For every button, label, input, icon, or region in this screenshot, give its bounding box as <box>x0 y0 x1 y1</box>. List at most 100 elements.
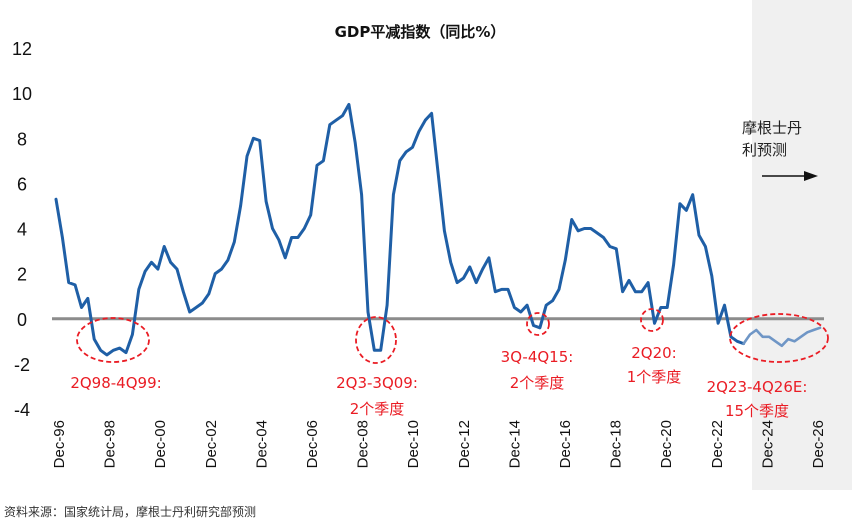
data-point <box>163 245 166 248</box>
data-point <box>698 234 700 237</box>
y-tick-label: -4 <box>14 400 30 420</box>
data-point <box>564 259 567 261</box>
data-point <box>812 329 815 331</box>
data-point <box>424 119 427 121</box>
data-point <box>87 297 89 300</box>
data-point <box>742 342 745 345</box>
data-point <box>710 275 713 277</box>
data-point <box>819 326 821 329</box>
data-point <box>297 236 299 239</box>
data-point <box>793 340 796 343</box>
x-tick-label: Dec-96 <box>51 420 68 468</box>
data-point <box>157 268 159 270</box>
annotation-circle <box>355 316 397 364</box>
data-point <box>640 290 643 293</box>
data-point <box>201 302 204 304</box>
annotation-label: 2Q20: <box>631 344 677 362</box>
data-point <box>399 160 401 162</box>
data-point <box>526 304 528 307</box>
data-point <box>449 261 452 264</box>
annotation-sublabel: 2个季度 <box>510 374 565 392</box>
data-point <box>386 304 388 307</box>
data-point <box>214 272 216 275</box>
data-point <box>437 171 439 173</box>
x-tick-label: Dec-98 <box>102 420 119 468</box>
data-point <box>679 202 681 205</box>
data-point <box>781 345 783 347</box>
data-point <box>494 290 497 293</box>
annotation-circle <box>729 313 829 363</box>
data-point <box>188 311 191 313</box>
data-point <box>519 311 522 313</box>
data-point <box>443 229 446 232</box>
data-point <box>405 150 407 153</box>
data-point <box>755 329 758 331</box>
data-point <box>723 304 726 307</box>
data-point <box>558 288 560 291</box>
data-point <box>239 205 242 207</box>
x-tick-label: Dec-06 <box>304 420 321 468</box>
data-point <box>551 299 554 302</box>
data-point <box>335 119 337 121</box>
annotations-group: 2Q98-4Q99: 2Q3-3Q09: 2个季度 3Q-4Q15: 2个季度 2Q20:… <box>70 308 829 420</box>
y-tick-label: 8 <box>17 129 27 149</box>
forecast-label: 利预测 <box>742 141 787 159</box>
data-point <box>328 123 331 126</box>
annotation-label: 2Q3-3Q09: <box>336 374 418 392</box>
data-point <box>602 236 605 239</box>
data-point <box>182 290 185 293</box>
data-point <box>475 281 478 284</box>
data-point <box>379 349 382 352</box>
data-point <box>500 288 503 291</box>
data-point <box>227 259 229 261</box>
data-point <box>106 354 108 356</box>
data-point <box>233 241 236 243</box>
data-point <box>195 306 197 309</box>
data-point <box>749 333 751 336</box>
data-point <box>462 277 465 279</box>
data-point <box>74 284 76 286</box>
data-point <box>360 193 363 196</box>
data-point <box>787 338 789 340</box>
data-point <box>220 268 223 270</box>
forecast-label: 摩根士丹 <box>742 119 802 137</box>
annotation-label: 3Q-4Q15: <box>501 348 574 366</box>
data-point <box>99 349 102 352</box>
data-point <box>118 347 121 349</box>
forecast-shading <box>752 0 852 490</box>
x-tick-label: Dec-22 <box>709 420 726 468</box>
data-point <box>144 270 146 273</box>
y-tick-label: 12 <box>12 39 32 59</box>
data-point <box>316 164 318 167</box>
x-tick-label: Dec-04 <box>253 420 270 468</box>
data-point <box>284 257 287 259</box>
data-point <box>341 114 344 117</box>
data-point <box>169 261 172 264</box>
data-point <box>348 103 350 106</box>
y-axis-ticks: 12 10 8 6 4 2 0 -2 -4 <box>12 39 32 420</box>
data-point <box>481 268 484 270</box>
data-point <box>704 245 707 248</box>
data-point <box>488 257 490 259</box>
data-point <box>67 281 70 284</box>
data-point <box>653 322 656 325</box>
x-tick-label: Dec-14 <box>506 420 523 468</box>
data-point <box>93 338 95 340</box>
data-point <box>373 349 376 352</box>
data-point <box>570 218 573 221</box>
x-tick-label: Dec-10 <box>405 420 422 468</box>
forecast-arrow-icon <box>804 171 818 181</box>
data-point <box>430 112 433 115</box>
annotation-sublabel: 1个季度 <box>627 368 682 386</box>
x-tick-label: Dec-02 <box>203 420 220 468</box>
data-point <box>513 306 516 309</box>
annotation-label: 2Q23-4Q26E: <box>707 378 808 396</box>
data-point <box>271 227 274 230</box>
data-point <box>150 261 153 264</box>
data-point <box>392 193 395 196</box>
annotation-circle <box>76 317 150 363</box>
data-point <box>577 229 579 232</box>
data-point <box>137 288 140 291</box>
data-point <box>691 193 694 196</box>
